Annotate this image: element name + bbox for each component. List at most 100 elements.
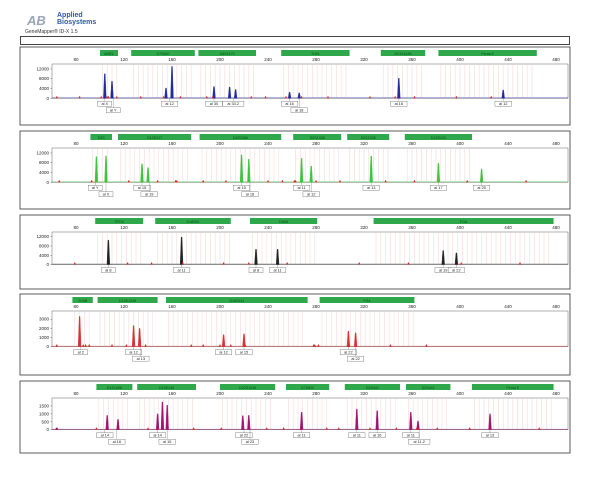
marker-bin (166, 297, 308, 303)
size-standard-marker (202, 344, 205, 347)
allele-label-box (235, 432, 253, 438)
x-tick-label: 320 (360, 57, 368, 62)
y-tick-label: 1000 (39, 335, 50, 340)
marker-bin (373, 218, 554, 224)
allele-label: al 22 (344, 349, 352, 354)
marker-label: TH0B (78, 299, 88, 303)
size-standard-marker (394, 95, 397, 99)
marker-label: D7S820 (157, 52, 170, 56)
x-tick-label: 400 (456, 141, 464, 146)
marker-bin (250, 218, 318, 224)
allele-label: al 14 (153, 432, 162, 437)
size-standard-marker (281, 179, 284, 183)
marker-bin (380, 50, 426, 56)
allele-label-box (447, 267, 465, 273)
y-tick-label: 4000 (39, 170, 50, 175)
size-standard-marker (265, 427, 268, 430)
allele-label: al 15 (163, 439, 171, 444)
allele-label-box (140, 191, 158, 197)
x-tick-label: 160 (168, 225, 176, 230)
sample-header-bar (20, 36, 570, 45)
allele-label: al 22 (351, 356, 359, 361)
marker-label: D2S441 (422, 386, 435, 390)
trace-peak (353, 332, 358, 347)
marker-label: D21S1435 (395, 52, 412, 56)
allele-label: al 22 (452, 267, 460, 272)
allele-label: al 19 (439, 267, 447, 272)
trace-peak (247, 415, 251, 430)
allele-label: al 11 (298, 432, 306, 437)
trace-peak (116, 419, 120, 430)
allele-label-box (125, 349, 143, 355)
x-tick-label: 480 (552, 57, 560, 62)
allele-label-box (248, 267, 264, 273)
size-standard-marker (125, 344, 128, 347)
size-standard-marker (73, 261, 76, 265)
size-standard-marker (384, 179, 387, 183)
marker-label: D10S1248 (119, 299, 136, 303)
allele-label: al 13 (486, 432, 494, 437)
y-tick-label: 12000 (36, 66, 49, 71)
trace-peak (488, 413, 492, 430)
trace-peak (454, 252, 459, 265)
allele-label: al 8 (105, 267, 111, 272)
allele-label-box (106, 107, 121, 113)
marker-bin (404, 134, 472, 140)
allele-label-box (362, 185, 380, 191)
x-tick-label: 240 (264, 141, 272, 146)
plot-area-purple (51, 397, 569, 430)
allele-label-box (173, 267, 191, 273)
y-tick-label: 12000 (36, 234, 49, 239)
x-tick-label: 200 (216, 225, 224, 230)
x-tick-label: 200 (216, 57, 224, 62)
size-standard-marker (326, 95, 330, 99)
x-tick-label: 80 (73, 304, 79, 309)
marker-label: D2S1338 (310, 136, 325, 140)
marker-bin (472, 384, 554, 390)
size-standard-marker (224, 179, 228, 183)
allele-label: al 13 (367, 185, 375, 190)
size-standard-marker (413, 95, 416, 99)
marker-bin (198, 50, 256, 56)
size-standard-marker (126, 261, 129, 265)
size-standard-marker (127, 179, 130, 183)
allele-label: al X (101, 101, 108, 106)
allele-label: al X (103, 192, 110, 197)
size-standard-marker (407, 261, 410, 265)
size-standard-marker (95, 427, 98, 430)
trace-peak (287, 91, 292, 99)
allele-label: al 11 (407, 432, 415, 437)
allele-label-box (108, 439, 126, 445)
marker-bin (90, 134, 112, 140)
y-tick-label: 4000 (39, 253, 50, 258)
size-standard-marker (468, 427, 471, 430)
x-tick-label: 80 (73, 225, 79, 230)
marker-bin (199, 134, 282, 140)
allele-label-box (408, 439, 431, 445)
y-tick-label: 4000 (39, 86, 50, 91)
size-standard-marker (325, 427, 328, 430)
marker-bin (438, 50, 537, 56)
marker-bin (95, 218, 144, 224)
allele-label-box (97, 101, 112, 107)
size-standard-marker (58, 179, 61, 183)
x-tick-label: 320 (360, 391, 368, 396)
marker-label: D2S441 (366, 386, 379, 390)
x-tick-label: 240 (264, 391, 272, 396)
trace-peak (170, 66, 174, 99)
size-standard-marker (338, 179, 342, 183)
allele-label-box (96, 432, 114, 438)
marker-bin (97, 297, 158, 303)
marker-bin (118, 134, 192, 140)
x-tick-label: 120 (120, 391, 128, 396)
trace-peak (299, 158, 304, 183)
trace-peak (221, 334, 226, 347)
allele-label-box (347, 355, 365, 362)
size-standard-marker (179, 95, 182, 99)
allele-label: al 11 (178, 267, 186, 272)
allele-label: al 14 (101, 432, 110, 437)
size-standard-marker (490, 95, 493, 99)
x-tick-label: 360 (408, 304, 416, 309)
allele-label-box (269, 267, 287, 273)
